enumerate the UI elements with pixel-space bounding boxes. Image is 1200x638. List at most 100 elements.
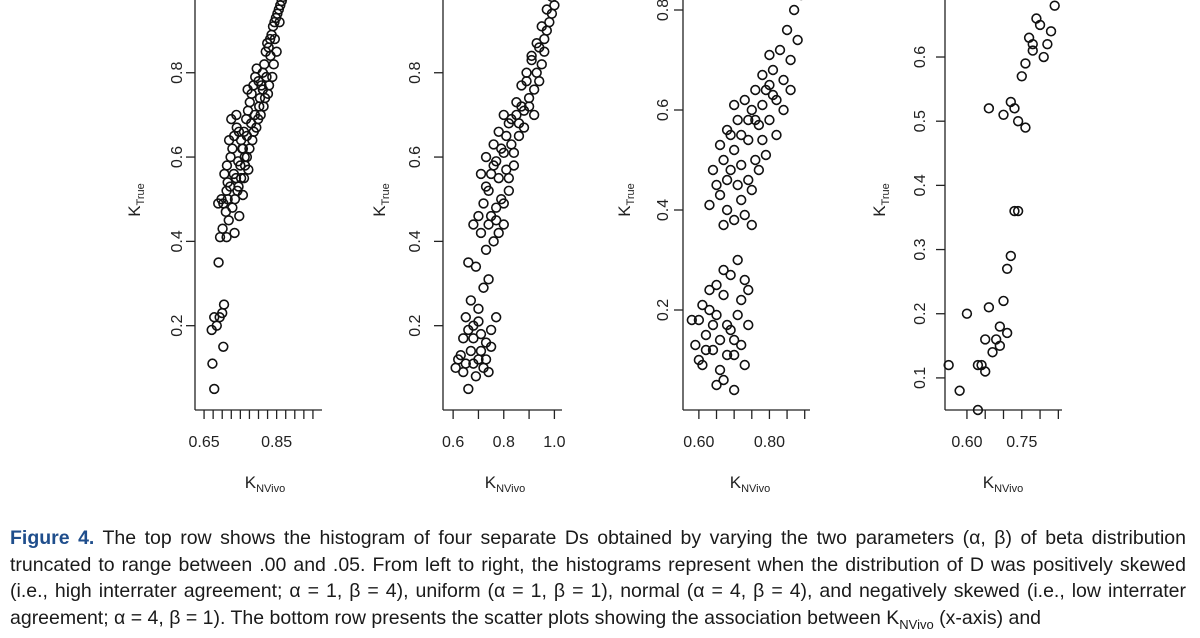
scatter-point (1009, 103, 1020, 114)
y-tick-label: 0.3 (912, 238, 929, 260)
scatter-point (725, 164, 736, 176)
x-tick-label: 0.60 (951, 434, 982, 451)
scatter-point (943, 359, 954, 371)
y-tick-label: 0.2 (407, 314, 424, 336)
y-tick-label: 0.2 (655, 299, 672, 321)
scatter-point (506, 113, 517, 125)
scatter-point (541, 4, 553, 15)
scatter-point (468, 358, 479, 369)
scatter-point (983, 302, 995, 313)
scatter-point (711, 179, 722, 191)
scatter-point (223, 215, 234, 226)
scatter-point (528, 109, 540, 121)
scatter-point (465, 295, 477, 306)
scatter-point (475, 328, 487, 340)
scatter-point (488, 139, 499, 150)
scatter-point (222, 194, 233, 205)
scatter-point (483, 366, 494, 378)
scatter-point (458, 366, 469, 378)
x-axis-title: KNVivo (983, 473, 1024, 495)
scatter-point (490, 156, 502, 167)
scatter-point (521, 67, 532, 78)
y-axis-title-main: K (870, 205, 889, 217)
scatter-point (707, 319, 719, 331)
y-axis-title-sub: True (135, 183, 147, 205)
figure-label: Figure 4. (10, 527, 95, 549)
scatter-point (972, 404, 984, 416)
scatter-point (732, 309, 743, 321)
scatter-point (693, 314, 705, 326)
scatter-point (493, 172, 504, 184)
scatter-point (721, 319, 733, 331)
scatter-point (244, 143, 255, 154)
scatter-point (771, 129, 782, 141)
scatter-point (248, 126, 259, 137)
x-tick-label: 0.60 (683, 434, 714, 451)
scatter-point (238, 172, 250, 184)
scatter-point (739, 359, 750, 371)
scatter-point (473, 316, 484, 327)
scatter-point (736, 294, 747, 306)
scatter-point (778, 104, 789, 116)
scatter-point (1042, 38, 1053, 50)
y-tick-label: 0.8 (407, 62, 424, 84)
scatter-point (788, 4, 800, 16)
scatter-point (707, 344, 719, 356)
scatter-point (506, 139, 517, 150)
scatter-point (1009, 205, 1020, 217)
scatter-point (1038, 51, 1049, 63)
y-axis-title-main: K (615, 205, 634, 217)
scatter-point (480, 181, 492, 192)
scatter-point (998, 109, 1009, 120)
y-axis-title-main: K (125, 205, 144, 217)
scatter-point (262, 88, 274, 100)
scatter-point (739, 209, 750, 221)
scatter-point (483, 219, 494, 230)
scatter-point (690, 339, 701, 351)
scatter-point (218, 299, 230, 310)
scatter-point (743, 134, 754, 146)
scatter-point (1049, 0, 1060, 11)
scatter-point (987, 347, 998, 358)
x-axis-title: KNVivo (730, 473, 771, 495)
x-tick-label: 0.6 (442, 434, 464, 451)
scatter-point (721, 204, 733, 216)
scatter-point (1001, 263, 1013, 275)
scatter-point (700, 344, 712, 356)
scatter-point (259, 59, 270, 70)
scatter-point (268, 59, 279, 70)
x-tick-label: 0.65 (189, 434, 220, 451)
scatter-point (718, 154, 729, 166)
scatter-point (217, 223, 228, 234)
scatter-point (503, 185, 515, 196)
scatter-point (501, 130, 512, 142)
scatter-point (470, 371, 482, 382)
scatter-point (232, 185, 243, 196)
scatter-point (1012, 115, 1024, 127)
scatter-point (746, 104, 757, 116)
scatter-point (697, 359, 708, 371)
x-tick-label: 1.0 (543, 434, 565, 451)
scatter-point (774, 44, 786, 56)
scatter-point (526, 50, 537, 62)
scatter-point (458, 333, 469, 344)
scatter-point (714, 364, 726, 376)
scatter-point (207, 358, 218, 369)
scatter-point (490, 215, 502, 226)
scatter-point (1034, 19, 1046, 31)
scatter-point (1045, 26, 1057, 37)
scatter-point (473, 303, 484, 315)
scatter-point (757, 134, 768, 146)
scatter-point (736, 339, 747, 351)
y-tick-label: 0.6 (912, 46, 929, 68)
y-tick-label: 0.5 (912, 110, 929, 132)
scatter-point (998, 295, 1009, 307)
scatter-point (229, 227, 240, 239)
x-axis-title: KNVivo (245, 473, 286, 495)
scatter-point (475, 227, 487, 239)
scatter-point (711, 379, 722, 391)
scatter-point (498, 219, 509, 230)
scatter-point (523, 92, 535, 104)
scatter-point (700, 329, 712, 341)
scatter-point (483, 274, 494, 285)
